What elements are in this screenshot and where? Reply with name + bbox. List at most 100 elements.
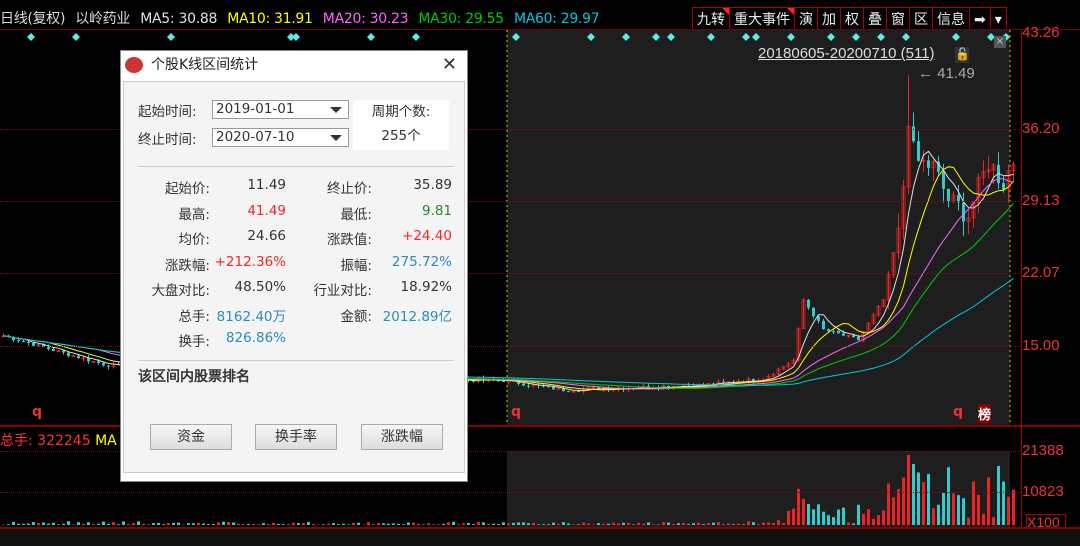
- volume-bar: [72, 524, 75, 525]
- stat-label: 均价:: [124, 228, 210, 248]
- volume-bar: [407, 523, 410, 525]
- ranking-marker[interactable]: 榜: [978, 404, 991, 423]
- candle: [97, 361, 100, 363]
- volume-bar: [192, 523, 195, 525]
- period-count-label: 周期个数:: [353, 100, 449, 124]
- stat-value: 2012.89亿: [354, 305, 452, 325]
- volume-bar: [102, 522, 105, 525]
- candle: [842, 333, 845, 335]
- stat-label: 大盘对比:: [124, 279, 210, 299]
- stat-value: 9.81: [354, 203, 452, 219]
- volume-bar: [107, 524, 110, 525]
- volume-axis-label: 21388: [1022, 442, 1080, 459]
- volume-bar: [947, 467, 950, 525]
- candle: [27, 342, 30, 343]
- volume-bar: [732, 524, 735, 525]
- volume-bar: [697, 523, 700, 525]
- volume-bar: [217, 522, 220, 525]
- volume-bar: [117, 524, 120, 525]
- stat-value: 48.50%: [214, 279, 286, 295]
- volume-bar: [542, 524, 545, 525]
- volume-bar: [242, 524, 245, 525]
- volume-bar: [67, 521, 70, 525]
- volume-bar: [492, 524, 495, 525]
- volume-bar: [152, 523, 155, 525]
- volume-bar: [442, 524, 445, 525]
- volume-bar: [452, 522, 455, 525]
- divider: [138, 166, 454, 167]
- end-time-select[interactable]: 2020-07-10: [212, 128, 349, 147]
- volume-bar: [812, 509, 815, 525]
- volume-bar: [357, 523, 360, 525]
- rank-by-change-button[interactable]: 涨跌幅: [361, 424, 443, 450]
- volume-bar: [227, 522, 230, 525]
- volume-bar: [907, 455, 910, 525]
- volume-bar: [927, 474, 930, 525]
- volume-bar: [602, 524, 605, 525]
- volume-bar: [282, 524, 285, 525]
- candle: [837, 331, 840, 333]
- start-time-select[interactable]: 2019-01-01: [212, 100, 349, 119]
- candle: [52, 349, 55, 351]
- volume-bar: [87, 522, 90, 525]
- volume-bar: [342, 524, 345, 525]
- volume-bar: [872, 519, 875, 525]
- volume-bar: [822, 512, 825, 525]
- close-icon[interactable]: ✕: [442, 51, 457, 79]
- stat-label: 起始价:: [124, 177, 210, 197]
- volume-bar: [967, 518, 970, 525]
- volume-bar: [232, 523, 235, 525]
- volume-bar: [862, 514, 865, 525]
- volume-bar: [827, 515, 830, 525]
- period-count-box: 周期个数: 255个: [353, 100, 449, 150]
- stat-value: 8162.40万: [214, 305, 286, 325]
- volume-bar: [787, 511, 790, 525]
- candle: [722, 382, 725, 383]
- volume-bar: [932, 508, 935, 525]
- volume-bar: [132, 523, 135, 525]
- volume-bar: [207, 524, 210, 525]
- stat-label: 涨跌幅:: [124, 254, 210, 274]
- volume-bar: [807, 504, 810, 525]
- volume-bar: [852, 523, 855, 525]
- volume-bar: [892, 497, 895, 525]
- volume-bar: [157, 523, 160, 525]
- lock-icon[interactable]: 🔓: [955, 47, 969, 63]
- volume-bar: [447, 522, 450, 525]
- volume-bar: [962, 498, 965, 525]
- rank-by-turnover-button[interactable]: 换手率: [255, 424, 337, 450]
- volume-bar: [692, 523, 695, 525]
- rank-by-capital-button[interactable]: 资金: [150, 424, 232, 450]
- candle: [102, 363, 105, 366]
- volume-header: 总手: 322245 MA: [0, 430, 117, 450]
- stat-value: +24.40: [354, 228, 452, 244]
- close-selection-icon[interactable]: ×: [994, 36, 1006, 48]
- stat-value: 826.86%: [214, 330, 286, 346]
- candle: [107, 366, 110, 367]
- volume-bar: [557, 524, 560, 525]
- volume-bar: [512, 523, 515, 525]
- candle: [522, 384, 525, 386]
- volume-bar: [122, 521, 125, 525]
- volume-bar: [417, 524, 420, 525]
- volume-bar: [832, 517, 835, 525]
- period-count-value: 255个: [353, 124, 449, 148]
- volume-bar: [707, 523, 710, 525]
- volume-bar: [352, 523, 355, 525]
- app-logo-icon: [125, 57, 143, 73]
- volume-bar: [162, 524, 165, 525]
- bottom-tab-bar[interactable]: [0, 527, 1080, 546]
- volume-bar: [372, 524, 375, 525]
- volume-bar: [762, 523, 765, 525]
- volume-bar: [537, 524, 540, 525]
- volume-bar: [247, 524, 250, 525]
- selection-range-label[interactable]: 20180605-20200710 (511): [758, 45, 935, 62]
- candle: [47, 347, 50, 349]
- volume-bar: [1007, 497, 1010, 525]
- candle: [947, 189, 950, 201]
- candle: [832, 331, 835, 332]
- volume-bar: [757, 524, 760, 525]
- volume-bar: [237, 524, 240, 525]
- volume-bar: [57, 524, 60, 525]
- volume-bar: [82, 524, 85, 525]
